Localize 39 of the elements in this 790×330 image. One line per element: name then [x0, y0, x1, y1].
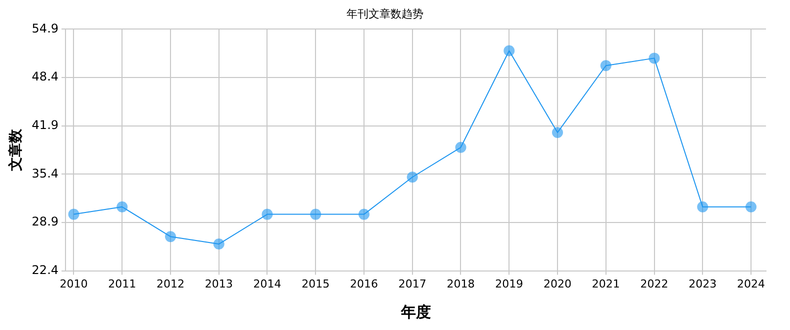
y-axis-title: 文章数 — [7, 128, 24, 172]
y-tick-label: 35.4 — [32, 166, 59, 180]
y-tick-label: 22.4 — [32, 262, 59, 277]
x-axis-title: 年度 — [400, 302, 431, 321]
point — [310, 208, 322, 220]
point — [262, 208, 273, 220]
x-tick-label: 2015 — [302, 277, 330, 290]
x-tick-label: 2017 — [398, 277, 426, 290]
x-tick-label: 2023 — [688, 277, 717, 290]
point — [600, 60, 612, 72]
point — [164, 231, 176, 242]
x-tick-label: 2016 — [350, 277, 378, 290]
point — [358, 208, 370, 220]
point — [504, 45, 515, 56]
x-tick-label: 2019 — [495, 277, 524, 290]
point — [746, 201, 757, 212]
point — [697, 201, 708, 212]
x-tick-label: 2021 — [592, 277, 620, 290]
y-tick-label: 41.9 — [32, 118, 59, 132]
y-tick-label: 48.4 — [32, 70, 59, 84]
x-tick-label: 2020 — [544, 277, 572, 290]
x-tick-label: 2011 — [108, 277, 136, 290]
point — [116, 201, 128, 212]
x-tick-label: 2013 — [204, 277, 233, 290]
x-tick-label: 2018 — [446, 277, 475, 290]
x-tick-label: 2022 — [640, 277, 668, 290]
x-tick-label: 2012 — [156, 277, 184, 290]
point — [213, 238, 224, 250]
point — [552, 127, 563, 138]
x-tick-label: 2010 — [60, 277, 88, 290]
point — [68, 208, 80, 220]
point — [455, 142, 466, 153]
y-tick-label: 28.9 — [32, 214, 59, 229]
x-tick-label: 2024 — [737, 277, 766, 290]
point — [648, 52, 660, 64]
chart-title: 年刊文章数趋势 — [346, 7, 424, 20]
x-tick-label: 2014 — [253, 277, 282, 290]
point — [406, 172, 418, 183]
y-tick-label: 54.9 — [32, 21, 59, 36]
